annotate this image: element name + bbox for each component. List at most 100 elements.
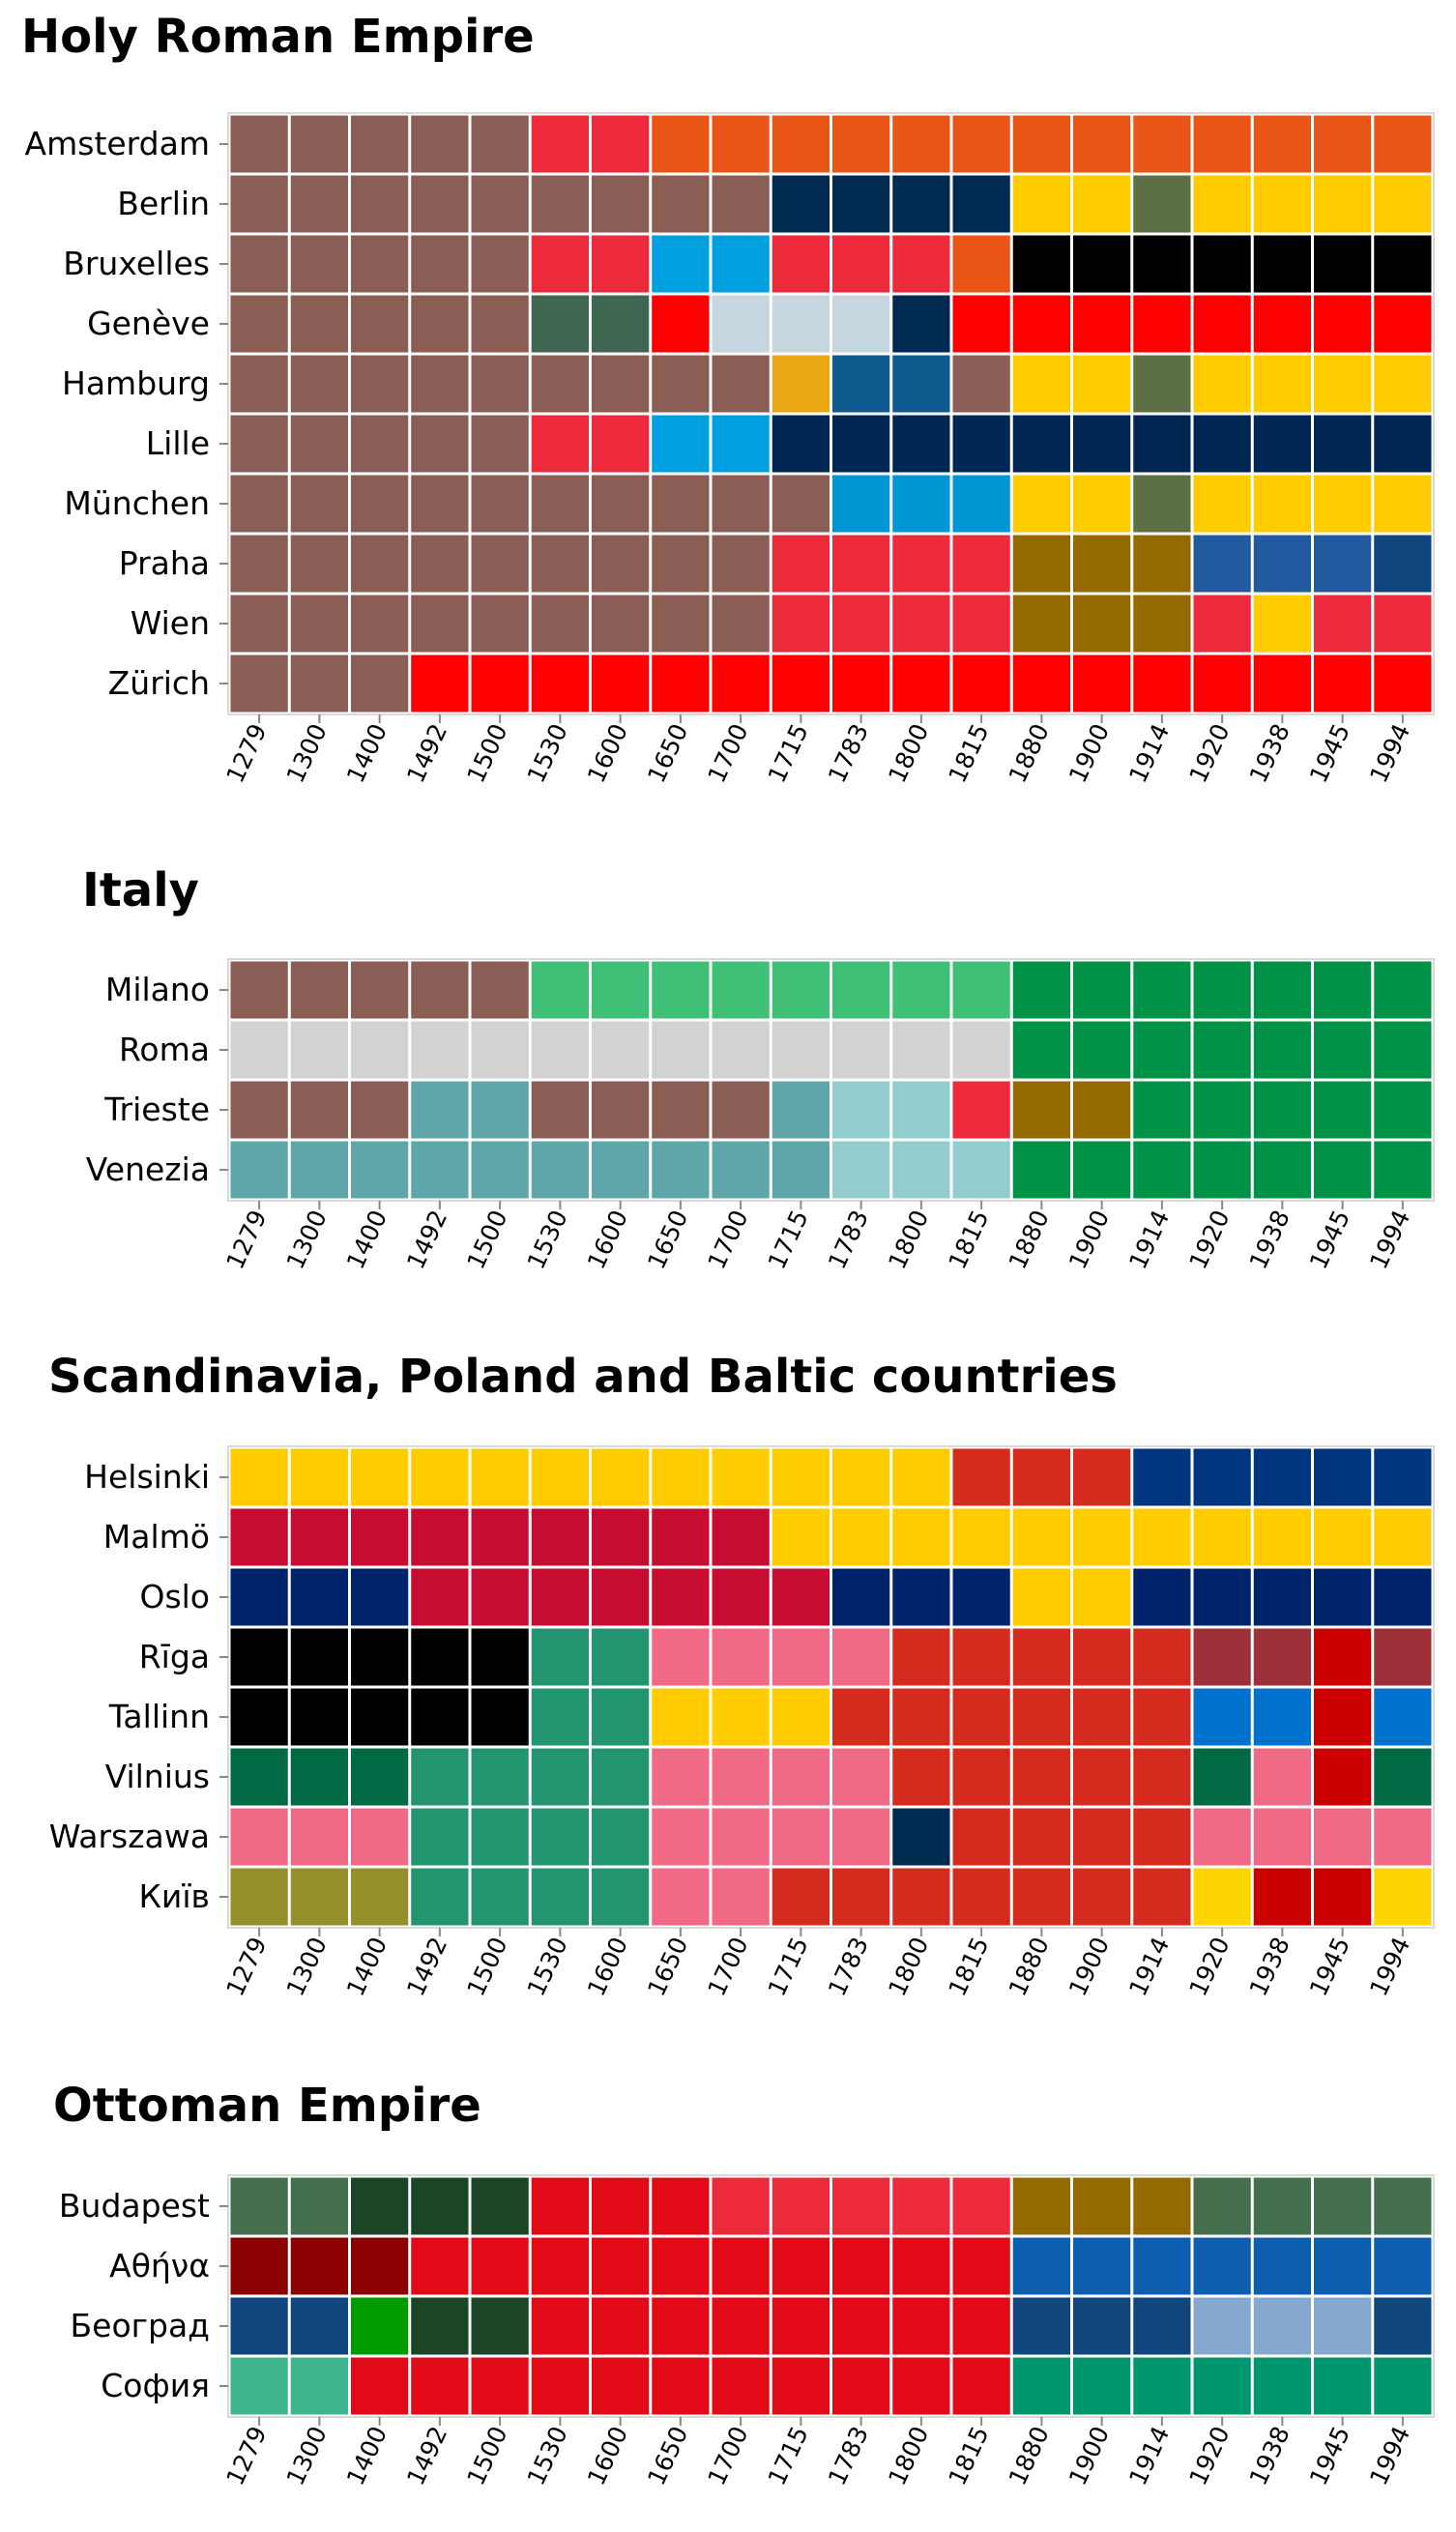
heatmap-cell [230, 175, 288, 233]
heatmap-cell [230, 115, 288, 173]
heatmap-cell [832, 1748, 890, 1806]
panel-scandinavia-poland-and-baltic-countries: Scandinavia, Poland and Baltic countries… [48, 1350, 1435, 2000]
row-label: Київ [139, 1877, 211, 1915]
heatmap-cell [411, 175, 469, 233]
heatmap-cell [772, 415, 830, 473]
heatmap-cell [1314, 1568, 1372, 1626]
heatmap-cell [952, 415, 1010, 473]
heatmap-cell [1073, 1628, 1131, 1686]
heatmap-cell [592, 1508, 650, 1566]
x-tick-label: 1994 [1364, 1206, 1415, 1273]
heatmap-cell [1314, 1508, 1372, 1566]
x-tick-label: 1880 [1004, 2422, 1055, 2489]
heatmap-cell [1133, 2177, 1191, 2235]
heatmap-cell [592, 1021, 650, 1079]
heatmap-cell [832, 1868, 890, 1926]
heatmap-cell [1253, 2297, 1311, 2355]
heatmap-cell [230, 475, 288, 533]
heatmap-cell [652, 175, 710, 233]
heatmap-cell [290, 1448, 348, 1506]
heatmap-cell [1012, 1748, 1070, 1806]
heatmap-cell [652, 1568, 710, 1626]
heatmap-cell [531, 175, 589, 233]
heatmap-cell [471, 1448, 529, 1506]
heatmap-cell [411, 355, 469, 413]
x-tick-label: 1914 [1123, 1206, 1175, 1273]
heatmap-cell [531, 1628, 589, 1686]
heatmap-cell [230, 235, 288, 293]
heatmap-cell [411, 1808, 469, 1866]
heatmap-cell [892, 2297, 950, 2355]
heatmap-cell [892, 1081, 950, 1139]
panel-italy: Italy Milano Roma Trieste Venezia 1279 1300 140… [82, 863, 1435, 1273]
heatmap-cell [1253, 415, 1311, 473]
heatmap-cell [351, 355, 409, 413]
heatmap-cell [952, 1508, 1010, 1566]
heatmap-cell [1012, 1868, 1070, 1926]
heatmap-cell [1073, 961, 1131, 1019]
row-label: Praha [119, 544, 210, 582]
heatmap-cell [712, 595, 770, 653]
heatmap-cell [952, 1748, 1010, 1806]
heatmap-cell [1133, 2237, 1191, 2295]
heatmap-cell [1133, 295, 1191, 353]
x-tick-label: 1815 [943, 2422, 994, 2489]
heatmap-cell [652, 355, 710, 413]
heatmap-cell [592, 535, 650, 593]
heatmap-cell [712, 415, 770, 473]
x-tick-label: 1700 [702, 2422, 753, 2489]
heatmap-cell [1374, 595, 1432, 653]
heatmap-cell [772, 1688, 830, 1746]
heatmap-cell [1374, 295, 1432, 353]
heatmap-cell [952, 1448, 1010, 1506]
heatmap-cell [1314, 415, 1372, 473]
heatmap-cell [531, 961, 589, 1019]
heatmap-cell [411, 961, 469, 1019]
heatmap-cell [411, 115, 469, 173]
heatmap-cell [471, 535, 529, 593]
x-tick-label: 1500 [461, 1933, 512, 2000]
heatmap-cell [290, 1628, 348, 1686]
heatmap-cell [1073, 655, 1131, 713]
heatmap-cell [1133, 235, 1191, 293]
heatmap-cell [832, 355, 890, 413]
heatmap-cell [832, 1808, 890, 1866]
heatmap-cell [952, 2357, 1010, 2415]
heatmap-cell [712, 475, 770, 533]
heatmap-cell [471, 1628, 529, 1686]
heatmap-cell [1314, 2297, 1372, 2355]
heatmap-cell [531, 2357, 589, 2415]
heatmap-cell [351, 2177, 409, 2235]
x-tick-label: 1938 [1244, 719, 1296, 787]
heatmap-cell [351, 1868, 409, 1926]
heatmap-cell [1012, 1508, 1070, 1566]
heatmap-cell [1012, 175, 1070, 233]
heatmap-cell [832, 655, 890, 713]
x-tick-label: 1900 [1063, 1206, 1115, 1273]
heatmap-cell [1133, 2297, 1191, 2355]
x-tick-label: 1938 [1244, 2422, 1296, 2489]
heatmap-cell [772, 2297, 830, 2355]
x-tick-label: 1815 [943, 1933, 994, 2000]
heatmap-cell [1012, 415, 1070, 473]
heatmap-cell [1374, 535, 1432, 593]
heatmap-cell [652, 295, 710, 353]
heatmap-cell [652, 2177, 710, 2235]
heatmap-cell [230, 2177, 288, 2235]
heatmap-cell [1073, 1448, 1131, 1506]
heatmap-cell [952, 2297, 1010, 2355]
heatmap-cell [351, 235, 409, 293]
heatmap-cell [1073, 1868, 1131, 1926]
heatmap-cell [351, 1448, 409, 1506]
x-tick-label: 1492 [401, 719, 452, 787]
heatmap-cell [1073, 1808, 1131, 1866]
heatmap-cell [411, 595, 469, 653]
heatmap-cell [1314, 1448, 1372, 1506]
heatmap-cell [772, 1868, 830, 1926]
heatmap-cell [832, 115, 890, 173]
heatmap-cell [411, 1688, 469, 1746]
heatmap-cell [230, 1748, 288, 1806]
heatmap-cell [652, 235, 710, 293]
x-tick-label: 1800 [883, 2422, 934, 2489]
heatmap-cell [471, 1868, 529, 1926]
